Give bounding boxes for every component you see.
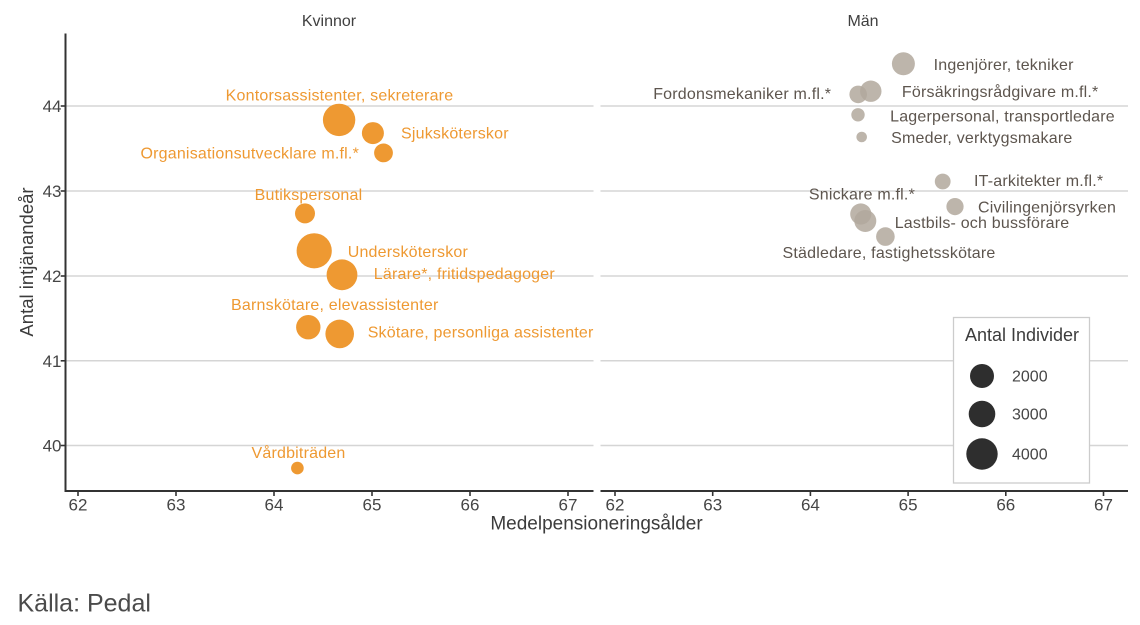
svg-text:Kontorsassistenter, sekreterar: Kontorsassistenter, sekreterare (226, 88, 454, 105)
svg-text:Fordonsmekaniker m.fl.*: Fordonsmekaniker m.fl.* (653, 86, 831, 103)
svg-text:Barnskötare, elevassistenter: Barnskötare, elevassistenter (231, 297, 439, 314)
svg-text:2000: 2000 (1012, 369, 1048, 386)
svg-text:Källa: Pedal: Källa: Pedal (18, 590, 151, 618)
svg-text:Antal intjänandeår: Antal intjänandeår (16, 187, 37, 336)
svg-text:66: 66 (461, 496, 480, 515)
svg-text:65: 65 (363, 496, 382, 515)
svg-text:65: 65 (899, 496, 918, 515)
svg-text:42: 42 (43, 267, 62, 286)
svg-text:Skötare, personliga assistente: Skötare, personliga assistenter (368, 325, 594, 342)
svg-text:64: 64 (801, 496, 820, 515)
svg-text:4000: 4000 (1012, 447, 1048, 464)
svg-text:Organisationsutvecklare m.fl.*: Organisationsutvecklare m.fl.* (140, 146, 359, 163)
svg-text:62: 62 (69, 496, 88, 515)
svg-text:IT-arkitekter m.fl.*: IT-arkitekter m.fl.* (974, 173, 1103, 190)
svg-text:66: 66 (996, 496, 1015, 515)
svg-text:40: 40 (43, 437, 62, 456)
svg-text:63: 63 (167, 496, 186, 515)
svg-text:Städledare, fastighetsskötare: Städledare, fastighetsskötare (783, 245, 996, 262)
svg-text:Försäkringsrådgivare m.fl.*: Försäkringsrådgivare m.fl.* (902, 83, 1099, 101)
svg-text:3000: 3000 (1012, 407, 1048, 424)
svg-text:44: 44 (43, 97, 62, 116)
svg-text:Lärare*, fritidspedagoger: Lärare*, fritidspedagoger (374, 266, 556, 283)
svg-text:62: 62 (606, 496, 625, 515)
svg-text:64: 64 (265, 496, 284, 515)
svg-text:43: 43 (43, 182, 62, 201)
svg-text:Män: Män (847, 13, 878, 30)
svg-text:Sjuksköterskor: Sjuksköterskor (401, 126, 509, 143)
svg-text:67: 67 (1094, 496, 1113, 515)
svg-text:Snickare m.fl.*: Snickare m.fl.* (809, 187, 915, 204)
svg-text:Lastbils- och bussförare: Lastbils- och bussförare (895, 215, 1070, 232)
svg-text:67: 67 (559, 496, 578, 515)
svg-text:Vårdbiträden: Vårdbiträden (251, 444, 345, 462)
svg-text:Civilingenjörsyrken: Civilingenjörsyrken (978, 200, 1116, 217)
svg-text:Butikspersonal: Butikspersonal (255, 187, 363, 204)
svg-text:Smeder, verktygsmakare: Smeder, verktygsmakare (891, 130, 1072, 147)
svg-text:Undersköterskor: Undersköterskor (348, 244, 469, 261)
svg-text:41: 41 (43, 352, 62, 371)
svg-text:63: 63 (703, 496, 722, 515)
svg-text:Kvinnor: Kvinnor (302, 13, 357, 30)
svg-text:Medelpensioneringsålder: Medelpensioneringsålder (490, 514, 703, 535)
svg-text:Ingenjörer, tekniker: Ingenjörer, tekniker (934, 57, 1075, 74)
svg-text:Lagerpersonal, transportledare: Lagerpersonal, transportledare (890, 108, 1115, 125)
svg-text:Antal Individer: Antal Individer (965, 325, 1079, 345)
